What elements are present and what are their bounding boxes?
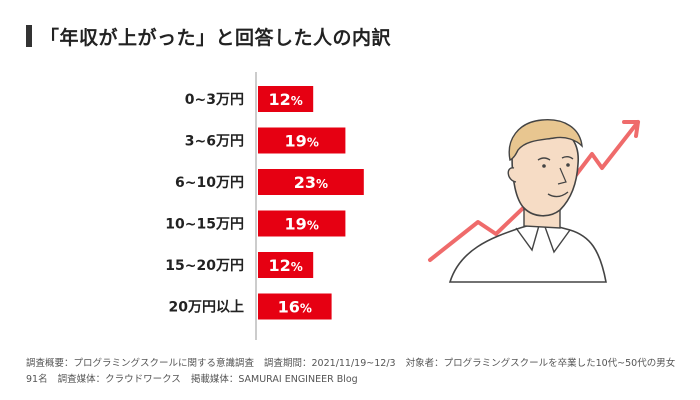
bar <box>258 210 346 237</box>
chart-title: 「年収が上がった」と回答した人の内訳 <box>40 27 392 49</box>
footnote-survey-summary: 調査概要：プログラミングスクールに関する意識調査 <box>26 358 255 369</box>
man-looking-up-illustration <box>428 119 640 283</box>
bar-value-label: 12% <box>268 256 302 275</box>
title-accent-bar <box>26 25 32 47</box>
bar-chart: 0~3万円 12% 3~6万円 19% 6~10万円 23% 10~15万円 19% 15~20… <box>165 72 364 340</box>
category-label: 3~6万円 <box>185 134 244 150</box>
shirt-shape <box>448 221 607 283</box>
bar-value-label: 16% <box>278 298 312 317</box>
bar-value-label: 23% <box>294 173 328 192</box>
bar-value-label: 12% <box>268 90 302 109</box>
bar-value-label: 19% <box>285 132 319 151</box>
category-label: 20万円以上 <box>169 300 244 316</box>
footnote-survey-media: 調査媒体：クラウドワークス <box>57 374 181 385</box>
survey-footnote: 調査概要：プログラミングスクールに関する意識調査 調査期間：2021/11/19~… <box>26 356 686 388</box>
footnote-publication: 掲載媒体：SAMURAI ENGINEER Blog <box>190 374 358 385</box>
arrow-head-icon <box>622 120 640 138</box>
bar <box>258 86 314 112</box>
bar <box>258 293 332 320</box>
category-label: 0~3万円 <box>185 92 244 108</box>
hair-shape <box>508 119 583 162</box>
category-label: 10~15万円 <box>165 217 244 233</box>
bar <box>258 169 364 195</box>
bar-value-label: 19% <box>285 215 319 234</box>
category-label: 15~20万円 <box>165 258 244 274</box>
footnote-survey-period: 調査期間：2021/11/19~12/3 <box>264 358 396 369</box>
footnote-target: 対象者：プログラミングスクールを卒業した10代~50代の男女91名 <box>26 358 676 385</box>
category-label: 6~10万円 <box>175 175 244 191</box>
bar <box>258 252 314 278</box>
bar <box>258 127 346 154</box>
